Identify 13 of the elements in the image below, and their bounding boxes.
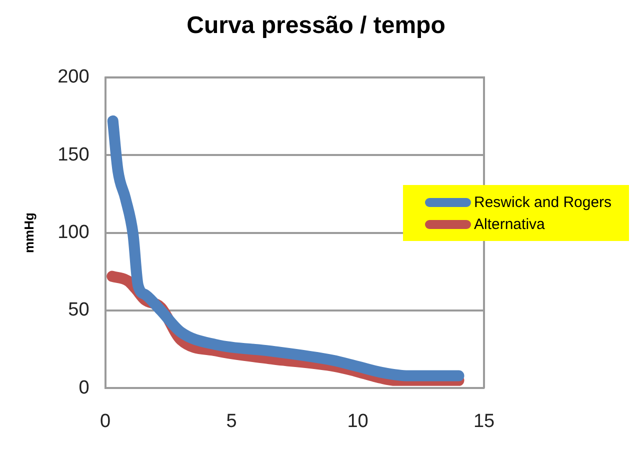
chart-title: Curva pressão / tempo — [186, 12, 446, 40]
legend-label: Reswick and Rogers — [474, 194, 612, 210]
y-tick-label: 150 — [58, 144, 90, 166]
y-tick-label: 100 — [58, 222, 90, 244]
y-tick-label: 0 — [78, 377, 90, 398]
y-axis-title: mmHg — [21, 212, 36, 254]
x-tick-label: 15 — [473, 410, 495, 432]
x-tick-label: 10 — [347, 410, 368, 432]
y-tick-label: 50 — [68, 300, 90, 321]
x-tick-label: 5 — [226, 410, 237, 432]
y-tick-label: 200 — [58, 66, 90, 88]
x-tick-label: 0 — [100, 410, 111, 432]
legend-label: Alternativa — [474, 216, 545, 232]
